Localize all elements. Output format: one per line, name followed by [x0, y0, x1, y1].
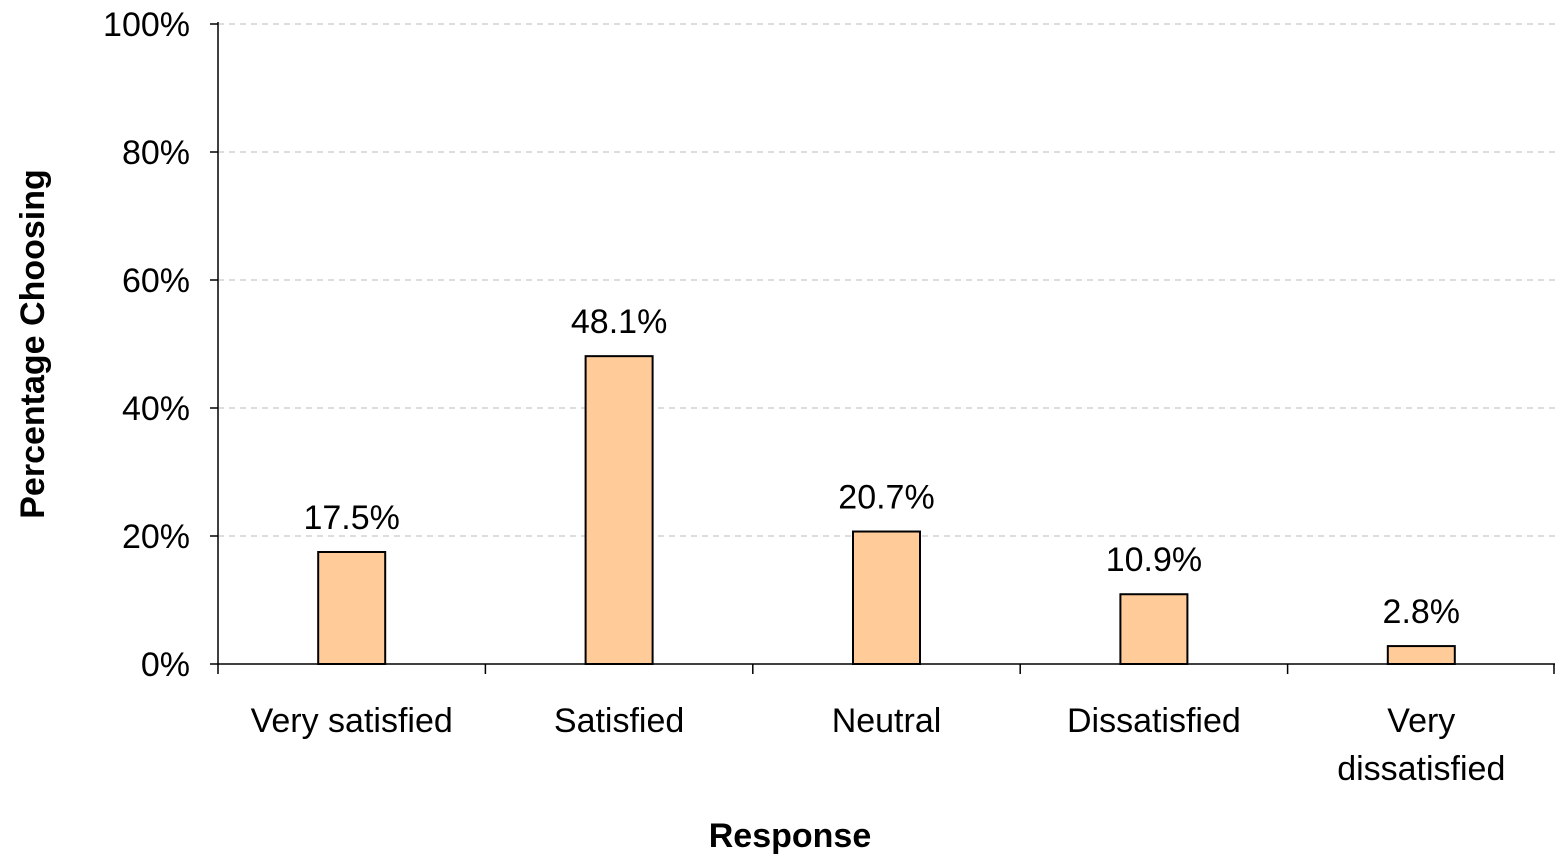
bar — [584, 355, 654, 665]
bar — [317, 551, 387, 665]
x-category-label: Satisfied — [554, 702, 684, 740]
gridlines — [218, 23, 1555, 537]
x-category-label: Very — [1387, 702, 1455, 740]
data-label: 48.1% — [571, 303, 667, 341]
x-axis-title: Response — [709, 817, 872, 855]
axes — [210, 22, 1555, 674]
data-label: 10.9% — [1106, 541, 1202, 579]
y-tick-labels: 0% 20% 40% 60% 80% 100% — [103, 6, 190, 684]
y-tick-label: 60% — [122, 262, 190, 300]
y-tick-label: 100% — [103, 6, 190, 44]
x-category-label: dissatisfied — [1337, 750, 1505, 788]
data-label: 20.7% — [838, 479, 934, 517]
data-labels: 17.5% 48.1% 20.7% 10.9% 2.8% — [303, 303, 1460, 631]
y-tick-label: 80% — [122, 134, 190, 172]
x-category-label: Dissatisfied — [1067, 702, 1241, 740]
y-tick-label: 40% — [122, 390, 190, 428]
y-tick-label: 0% — [141, 646, 190, 684]
bars — [317, 355, 1456, 666]
data-label: 17.5% — [303, 499, 399, 537]
x-category-label: Neutral — [832, 702, 942, 740]
x-category-labels: Very satisfied Satisfied Neutral Dissatisfi… — [251, 702, 1506, 788]
bar — [1386, 645, 1456, 666]
bar — [852, 530, 921, 666]
y-axis-title: Percentage Choosing — [14, 169, 52, 519]
y-tick-label: 20% — [122, 518, 190, 556]
bar — [1119, 593, 1189, 665]
data-label: 2.8% — [1383, 593, 1461, 631]
x-category-label: Very satisfied — [251, 702, 453, 740]
